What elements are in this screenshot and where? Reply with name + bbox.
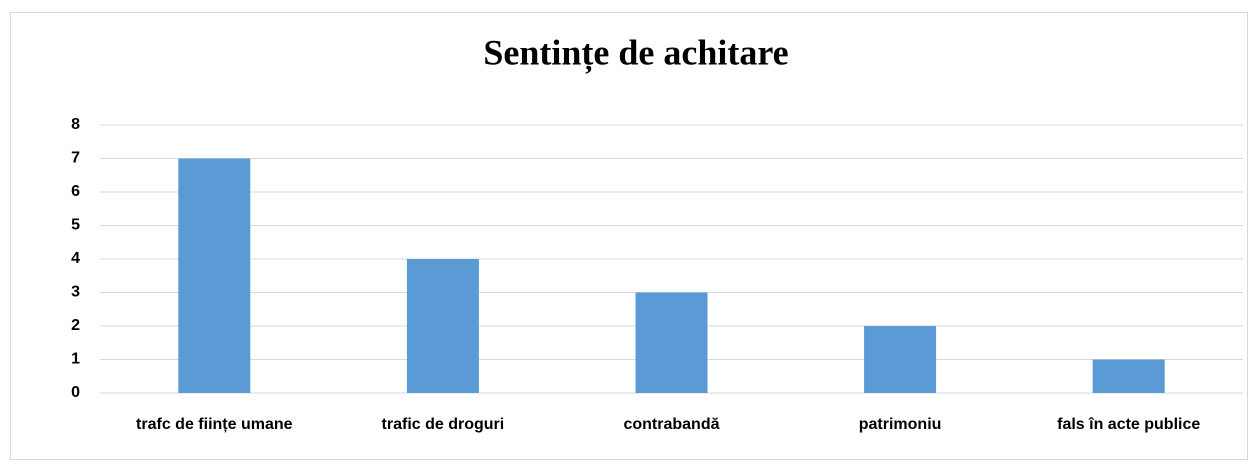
y-tick-label: 3 [71,284,80,301]
x-tick-label: trafc de ființe umane [136,416,293,433]
x-tick-label: fals în acte publice [1057,416,1200,433]
x-tick-label: patrimoniu [859,416,942,433]
y-tick-label: 0 [71,384,80,401]
y-tick-label: 7 [71,150,80,167]
y-tick-label: 1 [71,351,80,368]
y-tick-label: 2 [71,317,80,334]
chart-title: Sentințe de achitare [483,32,788,73]
y-tick-label: 5 [71,217,80,234]
bar [406,259,479,393]
y-tick-label: 4 [71,250,80,267]
bar [178,158,251,393]
x-tick-label: contrabandă [623,416,719,433]
bar [864,326,937,393]
x-tick-label: trafic de droguri [382,416,505,433]
bar [635,292,708,393]
bar [1092,359,1165,393]
y-tick-label: 6 [71,183,80,200]
y-tick-label: 8 [71,116,80,133]
